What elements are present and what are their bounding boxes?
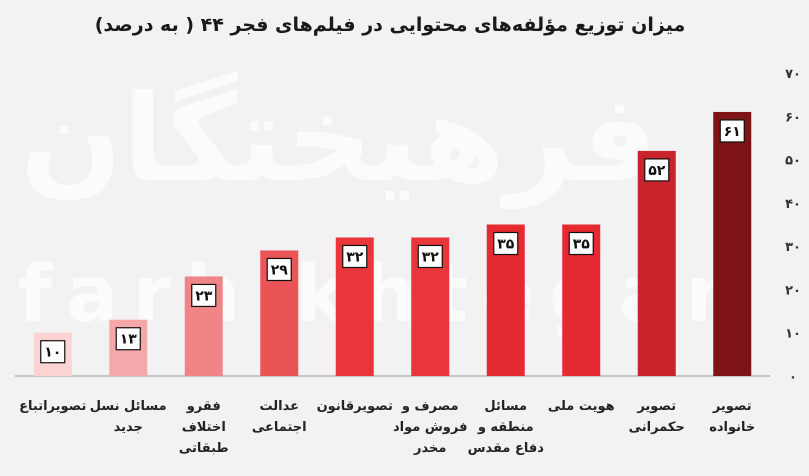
data-label: ۱۰: [44, 345, 61, 361]
y-tick-label: ۱۰: [785, 327, 801, 342]
data-label: ۱۳: [120, 332, 138, 348]
y-tick-label: ۰: [789, 370, 797, 385]
x-tick-label: اختلاف: [182, 420, 226, 435]
x-tick-label: حکمرانی: [629, 420, 685, 435]
bar: [713, 111, 752, 376]
y-tick-label: ۳۰: [785, 240, 801, 255]
data-label-box: [493, 231, 519, 256]
chart-title: میزان توزیع مؤلفه‌های محتوایی در فیلم‌ها…: [94, 14, 686, 36]
data-label: ۲۹: [271, 262, 289, 278]
data-label-box: [40, 340, 66, 364]
data-label-box: [342, 244, 368, 269]
data-label-box: [266, 257, 292, 282]
data-label: ۳۲: [422, 249, 440, 265]
x-tick-label: مسائل: [484, 399, 527, 414]
data-label-box: [417, 244, 443, 269]
x-tick-label: فقرو: [186, 399, 221, 414]
x-tick-label: هویت ملی: [548, 399, 615, 414]
x-tick-label: تصویر: [636, 399, 676, 414]
data-label: ۳۵: [573, 237, 591, 253]
y-tick-label: ۷۰: [785, 67, 801, 82]
y-tick-label: ۵۰: [785, 154, 801, 169]
data-label: ۳۲: [346, 249, 364, 265]
x-tick-label: تصویر: [712, 399, 752, 414]
data-label: ۵۲: [648, 163, 666, 179]
bar: [637, 150, 676, 376]
data-label-box: [644, 158, 670, 182]
x-tick-label: مسائل نسل: [90, 399, 167, 414]
data-label: ۳۵: [497, 237, 515, 253]
data-label: ۲۳: [195, 288, 213, 304]
x-tick-label: اجتماعی: [252, 420, 307, 435]
x-tick-label: تصویرقانون: [317, 399, 393, 414]
x-tick-label: جدید: [114, 420, 143, 435]
x-tick-label: مصرف و: [401, 399, 459, 414]
x-tick-label: خانواده: [709, 420, 755, 435]
x-tick-label: فروش مواد: [393, 420, 467, 435]
y-tick-label: ۲۰: [785, 283, 801, 298]
data-label: ۶۱: [724, 124, 741, 140]
x-tick-label: مخدر: [413, 441, 446, 456]
x-tick-label: منطقه و: [477, 420, 534, 435]
y-tick-label: ۶۰: [785, 110, 801, 125]
data-label-box: [115, 327, 141, 351]
x-tick-label: طبقاتی: [179, 441, 229, 456]
data-label-box: [719, 119, 745, 143]
data-label-box: [568, 231, 594, 256]
x-tick-label: تصویراتباع: [19, 399, 86, 414]
data-label-box: [191, 283, 217, 308]
x-tick-label: عدالت: [260, 399, 300, 414]
y-tick-label: ۴۰: [785, 197, 801, 212]
x-tick-label: دفاع مقدس: [468, 441, 545, 456]
